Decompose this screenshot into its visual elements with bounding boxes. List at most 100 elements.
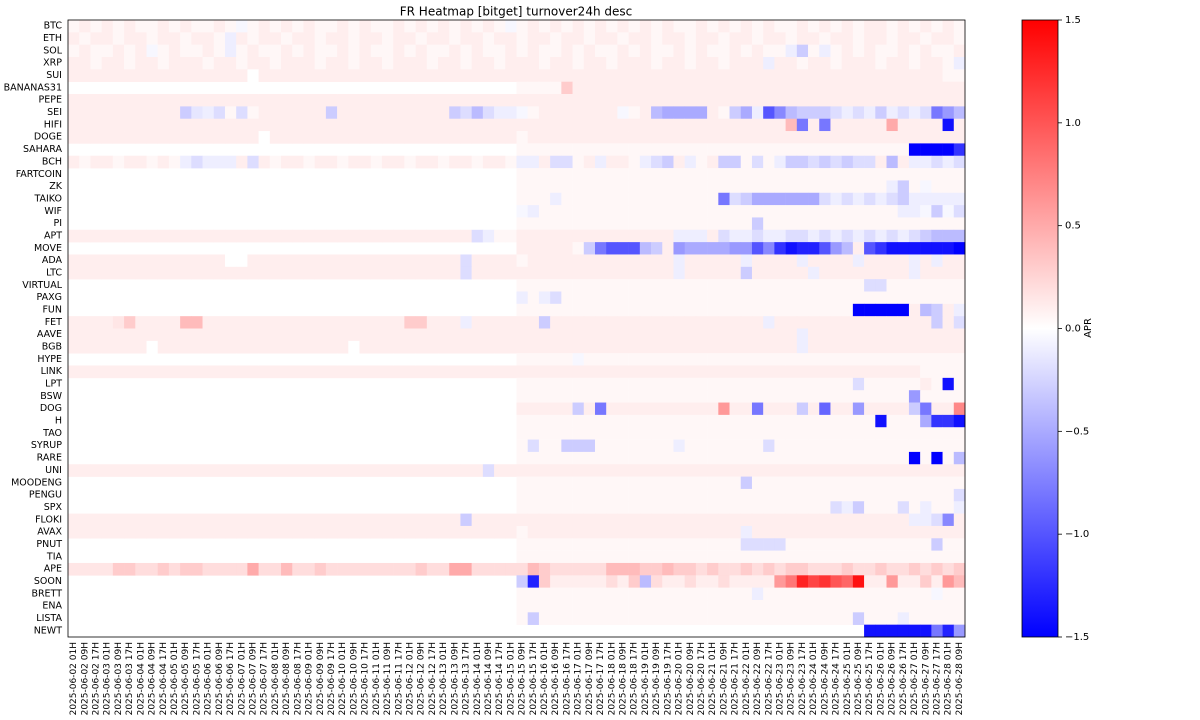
heatmap-cell: [572, 32, 585, 45]
heatmap-cell: [393, 464, 405, 477]
heatmap-cell: [953, 155, 966, 169]
heatmap-cell: [707, 464, 719, 477]
heatmap-cell: [942, 143, 955, 157]
heatmap-cell: [718, 303, 730, 317]
y-tick-label: PI: [53, 218, 62, 229]
heatmap-cell: [740, 57, 753, 70]
heatmap-cell: [583, 118, 596, 132]
heatmap-cell: [920, 328, 932, 342]
heatmap-cell: [931, 562, 943, 576]
heatmap-cell: [819, 81, 831, 95]
heatmap-cell: [348, 20, 360, 33]
heatmap-cell: [438, 106, 450, 120]
heatmap-cell: [202, 155, 215, 169]
heatmap-cell: [135, 57, 147, 70]
heatmap-cell: [180, 106, 192, 120]
heatmap-cell: [740, 353, 753, 366]
heatmap-cell: [819, 365, 831, 379]
heatmap-cell: [269, 57, 282, 70]
heatmap-cell: [112, 69, 125, 82]
heatmap-cell: [157, 316, 170, 329]
heatmap-cell: [875, 229, 887, 243]
heatmap-cell: [864, 279, 876, 292]
heatmap-cell: [908, 266, 921, 280]
heatmap-cell: [314, 513, 327, 527]
heatmap-cell: [516, 118, 529, 132]
heatmap-cell: [606, 340, 618, 354]
heatmap-cell: [908, 69, 921, 82]
heatmap-cell: [516, 143, 529, 157]
heatmap-cell: [920, 599, 932, 613]
heatmap-cell: [662, 340, 674, 354]
heatmap-cell: [651, 291, 663, 305]
heatmap-cell: [639, 599, 652, 613]
heatmap-cell: [808, 168, 820, 181]
heatmap-cell: [606, 254, 618, 268]
heatmap-cell: [684, 353, 697, 366]
heatmap-cell: [841, 316, 854, 329]
heatmap-cell: [695, 365, 708, 379]
heatmap-cell: [482, 44, 495, 58]
heatmap-cell: [651, 229, 663, 243]
heatmap-cell: [550, 81, 562, 95]
heatmap-cell: [314, 118, 327, 132]
heatmap-cell: [639, 44, 652, 58]
heatmap-cell: [953, 205, 966, 218]
heatmap-cell: [931, 624, 943, 638]
chart-title: FR Heatmap [bitget] turnover24h desc: [400, 5, 632, 19]
heatmap-cell: [662, 328, 674, 342]
heatmap-cell: [325, 69, 338, 82]
heatmap-cell: [639, 254, 652, 268]
heatmap-cell: [740, 291, 753, 305]
heatmap-cell: [920, 538, 932, 551]
heatmap-cell: [740, 414, 753, 428]
heatmap-cell: [673, 464, 685, 477]
heatmap-cell: [314, 365, 327, 379]
heatmap-cell: [897, 476, 910, 490]
heatmap-cell: [931, 316, 943, 329]
heatmap-cell: [864, 303, 876, 317]
heatmap-cell: [281, 57, 293, 70]
heatmap-cell: [729, 279, 742, 292]
heatmap-cell: [594, 525, 607, 539]
heatmap-cell: [920, 155, 932, 169]
heatmap-cell: [180, 94, 192, 107]
heatmap-cell: [628, 599, 641, 613]
heatmap-cell: [908, 365, 921, 379]
heatmap-cell: [841, 501, 854, 514]
heatmap-cell: [124, 254, 136, 268]
heatmap-cell: [348, 316, 360, 329]
heatmap-cell: [931, 550, 943, 564]
heatmap-cell: [606, 242, 618, 255]
heatmap-cell: [538, 217, 551, 231]
heatmap-cell: [90, 365, 102, 379]
heatmap-cell: [594, 612, 607, 625]
heatmap-cell: [628, 303, 641, 317]
heatmap-cell: [897, 427, 910, 440]
heatmap-cell: [796, 143, 809, 157]
heatmap-cell: [718, 32, 730, 45]
heatmap-cell: [157, 94, 170, 107]
heatmap-cell: [124, 525, 136, 539]
heatmap-cell: [908, 328, 921, 342]
heatmap-cell: [224, 525, 237, 539]
heatmap-cell: [337, 229, 349, 243]
heatmap-cell: [953, 254, 966, 268]
heatmap-cell: [460, 20, 472, 33]
heatmap-cell: [740, 501, 753, 514]
heatmap-cell: [303, 328, 315, 342]
heatmap-cell: [864, 427, 876, 440]
heatmap-cell: [303, 118, 315, 132]
heatmap-cell: [785, 229, 798, 243]
heatmap-cell: [112, 328, 125, 342]
heatmap-cell: [236, 69, 248, 82]
heatmap-cell: [808, 57, 820, 70]
heatmap-cell: [191, 254, 203, 268]
heatmap-cell: [258, 94, 271, 107]
heatmap-cell: [942, 439, 955, 453]
heatmap-cell: [931, 44, 943, 58]
heatmap-cell: [942, 476, 955, 490]
heatmap-cell: [908, 575, 921, 588]
heatmap-cell: [707, 439, 719, 453]
heatmap-cell: [90, 340, 102, 354]
